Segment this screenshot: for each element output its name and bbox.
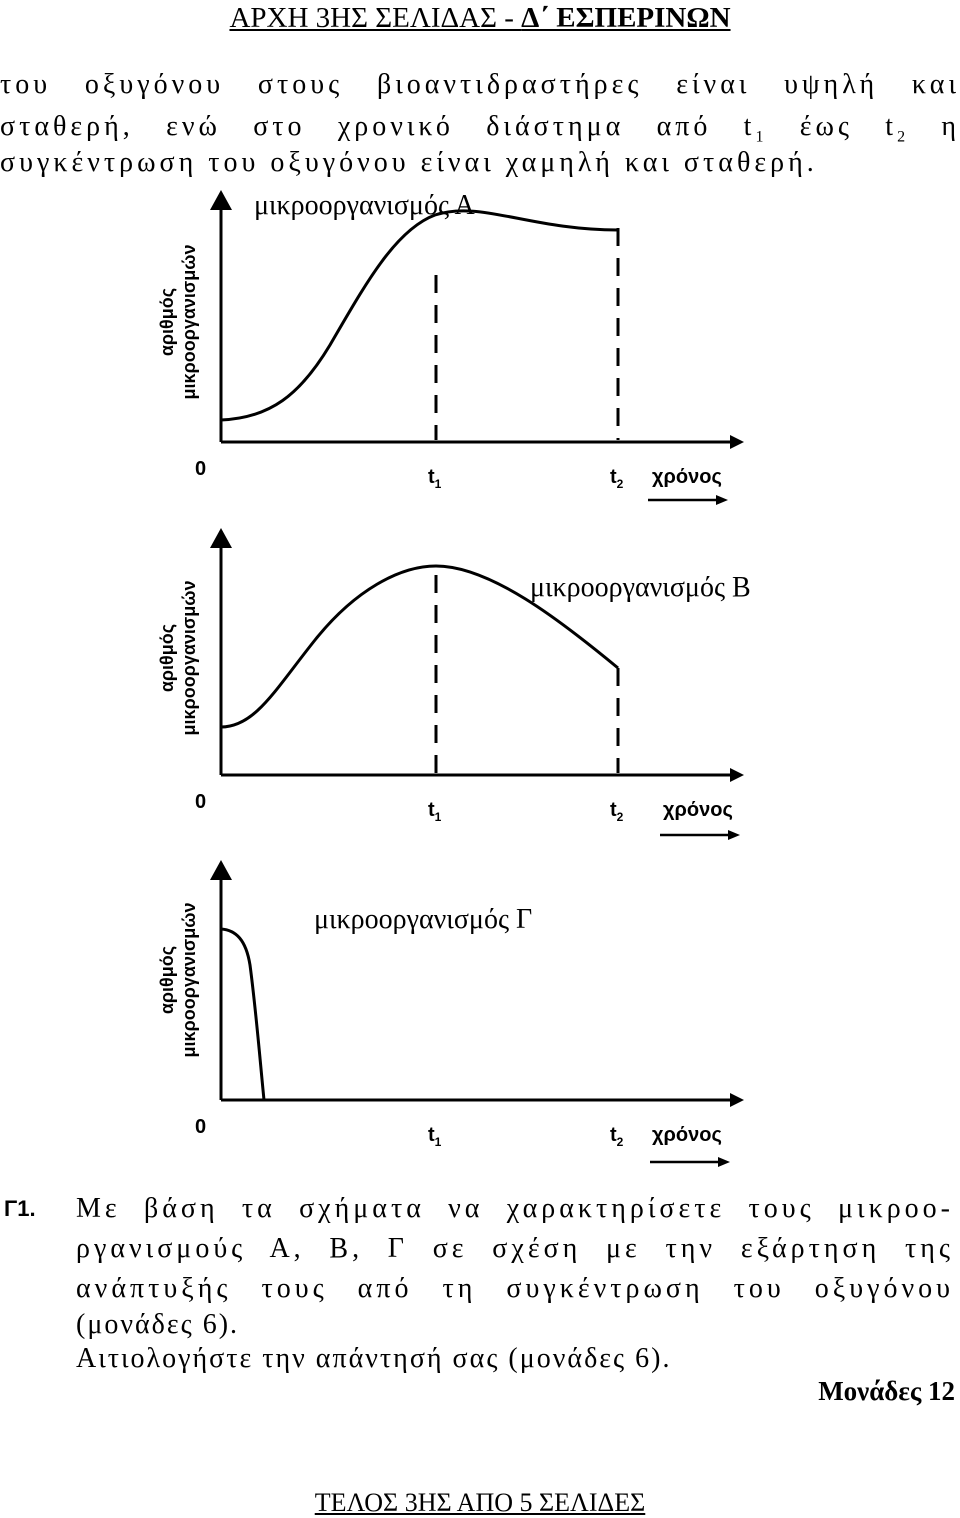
question-line-4: (μονάδες 6). — [76, 1309, 240, 1340]
graph-c-curve — [220, 927, 266, 1101]
graph-b-curve — [220, 564, 619, 729]
graph-a-t2: t2 — [610, 466, 624, 491]
question-line-1: Με βάση τα σχήματα να χαρακτηρίσετε τους… — [76, 1193, 954, 1224]
graph-c-ylabel: αριθμός μικροοργανισμών — [156, 840, 200, 1120]
graph-c-origin: 0 — [195, 1116, 207, 1138]
intro-line-3: συγκέντρωση του οξυγόνου είναι χαμηλή κα… — [0, 147, 818, 178]
graph-b-origin: 0 — [195, 791, 207, 813]
intro-sub-1: 1 — [755, 128, 768, 146]
graph-b-title: μικροοργανισμός Β — [530, 572, 751, 603]
graph-a-x-arrow — [730, 435, 744, 449]
graph-a-y-arrow — [210, 190, 232, 210]
intro-line-2a: σταθερή, ενώ στο χρονικό διάστημα από t — [0, 111, 756, 142]
graph-c-ylabel-1: αριθμός — [157, 945, 177, 1015]
graph-a-origin: 0 — [195, 458, 207, 480]
page-header-text: ΑΡΧΗ 3ΗΣ ΣΕΛΙΔΑΣ - — [229, 2, 522, 34]
intro-line-2e: η — [909, 111, 960, 142]
graph-c-t1: t1 — [428, 1124, 442, 1149]
intro-line-2c: έως t — [767, 111, 898, 142]
page-footer: ΤΕΛΟΣ 3ΗΣ ΑΠΟ 5 ΣΕΛΙΔΕΣ — [314, 1488, 646, 1517]
graph-b-xlabel: χρόνος — [663, 799, 733, 821]
graph-a-title: μικροοργανισμός Α — [254, 190, 475, 221]
intro-line-1: του οξυγόνου στους βιοαντιδραστήρες είνα… — [0, 69, 960, 100]
graph-a-xlabel: χρόνος — [652, 466, 722, 488]
page-header: ΑΡΧΗ 3ΗΣ ΣΕΛΙΔΑΣ - Δ΄ ΕΣΠΕΡΙΝΩΝ — [0, 0, 960, 36]
question-line-5: Αιτιολογήστε την απάντησή σας (μονάδες 6… — [76, 1343, 672, 1374]
graph-c-ylabel-2: μικροοργανισμών — [179, 902, 199, 1058]
graph-c-y-arrow — [210, 860, 232, 880]
graph-a-time-arrow-head — [716, 495, 728, 505]
question-line-2: ργανισμούς Α, Β, Γ σε σχέση με την εξάρτ… — [76, 1233, 954, 1264]
intro-line-2: σταθερή, ενώ στο χρονικό διάστημα από t1… — [0, 110, 960, 155]
graph-c-xlabel: χρόνος — [652, 1124, 722, 1146]
question-line-3: ανάπτυξής τους από τη συγκέντρωση του οξ… — [76, 1273, 954, 1304]
graph-c-time-arrow-head — [718, 1157, 730, 1167]
graph-b-time-arrow-head — [728, 830, 740, 840]
intro-sub-2: 2 — [897, 128, 910, 146]
graph-c-x-arrow — [730, 1093, 744, 1107]
graph-b-x-arrow — [730, 768, 744, 782]
graph-c-title: μικροοργανισμός Γ — [314, 904, 533, 935]
question-number: Γ1. — [4, 1196, 36, 1221]
page-header-bold: Δ΄ ΕΣΠΕΡΙΝΩΝ — [521, 2, 731, 34]
graph-b-y-arrow — [210, 528, 232, 548]
graph-b-t2: t2 — [610, 799, 624, 824]
graph-a-curve — [220, 209, 619, 422]
graph-c-t2: t2 — [610, 1124, 624, 1149]
graph-a-t1: t1 — [428, 466, 442, 491]
marks-total: Μονάδες 12 — [818, 1376, 955, 1406]
graph-b-t1: t1 — [428, 799, 442, 824]
